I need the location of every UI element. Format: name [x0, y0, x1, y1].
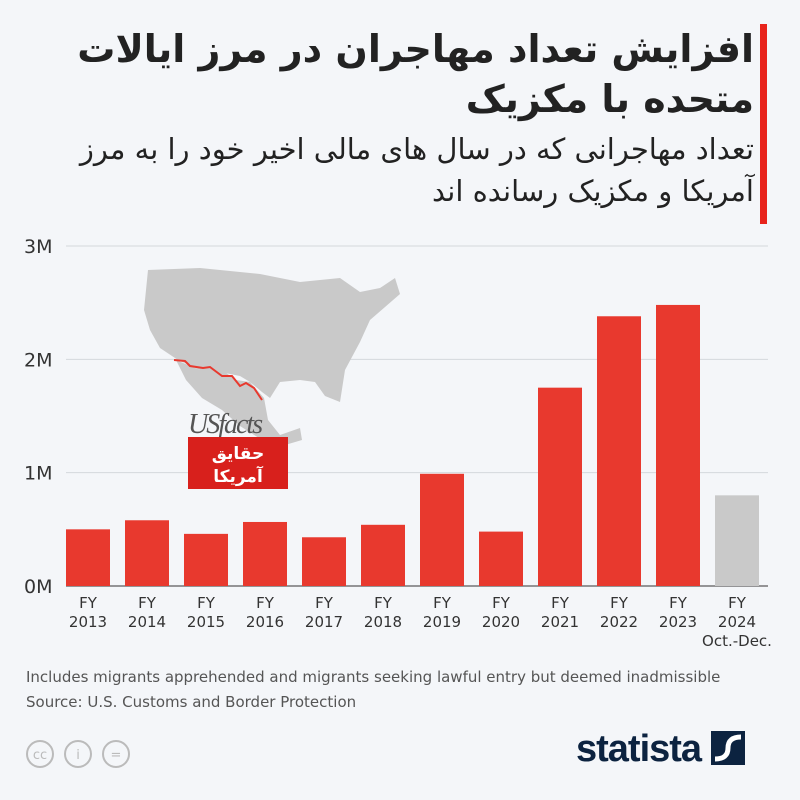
- bar[interactable]: [125, 520, 169, 586]
- statista-mark-icon: [710, 731, 745, 765]
- x-tick-label: FY: [492, 594, 511, 612]
- x-tick-label: FY: [256, 594, 275, 612]
- bar[interactable]: [302, 537, 346, 586]
- x-tick-label: FY: [79, 594, 98, 612]
- y-tick-label: 2M: [24, 349, 52, 371]
- x-tick-label: FY: [610, 594, 629, 612]
- y-tick-label: 0M: [24, 576, 52, 598]
- usfacts-logo: USfacts حقایق آمریکا: [188, 409, 288, 489]
- bar[interactable]: [479, 531, 523, 586]
- x-tick-label: FY: [433, 594, 452, 612]
- footnote: Includes migrants apprehended and migran…: [26, 668, 721, 686]
- x-tick-label: 2017: [305, 613, 343, 631]
- page-subtitle: تعداد مهاجرانی که در سال های مالی اخیر خ…: [79, 132, 754, 208]
- x-tick-label: 2013: [69, 613, 107, 631]
- bar[interactable]: [597, 316, 641, 586]
- x-tick-label: FY: [551, 594, 570, 612]
- x-tick-label: 2016: [246, 613, 284, 631]
- accent-bar: [760, 24, 767, 224]
- svg-text:USfacts: USfacts: [188, 409, 263, 440]
- x-tick-label: 2018: [364, 613, 402, 631]
- bar[interactable]: [715, 495, 759, 586]
- x-tick-label: 2021: [541, 613, 579, 631]
- statista-logo[interactable]: statista: [576, 728, 745, 771]
- y-tick-label: 1M: [24, 463, 52, 485]
- y-tick-label: 3M: [24, 236, 52, 258]
- bar[interactable]: [66, 529, 110, 586]
- x-tick-label: FY: [138, 594, 157, 612]
- attribution-icon[interactable]: i: [64, 740, 92, 768]
- x-tick-label: 2024: [718, 613, 756, 631]
- x-tick-label: 2020: [482, 613, 520, 631]
- x-tick-label: 2022: [600, 613, 638, 631]
- x-tick-label: FY: [728, 594, 747, 612]
- x-tick-label: 2015: [187, 613, 225, 631]
- x-tick-label: 2023: [659, 613, 697, 631]
- svg-text:آمریکا: آمریکا: [213, 465, 264, 487]
- x-tick-label: FY: [315, 594, 334, 612]
- x-tick-label: FY: [669, 594, 688, 612]
- bar[interactable]: [361, 524, 405, 586]
- x-tick-label: 2014: [128, 613, 166, 631]
- x-tick-label: Oct.-Dec.: [702, 632, 772, 650]
- no-derivatives-icon[interactable]: =: [102, 740, 130, 768]
- cc-icon[interactable]: cc: [26, 740, 54, 768]
- source: Source: U.S. Customs and Border Protecti…: [26, 693, 357, 711]
- bar[interactable]: [184, 533, 228, 586]
- x-tick-label: 2019: [423, 613, 461, 631]
- page-title: افزایش تعداد مهاجران در مرز ایالات متحده…: [77, 27, 754, 121]
- us-map: [144, 268, 400, 445]
- bar[interactable]: [420, 473, 464, 586]
- svg-text:حقایق: حقایق: [212, 444, 265, 464]
- x-tick-label: FY: [197, 594, 216, 612]
- bar[interactable]: [243, 521, 287, 586]
- x-tick-label: FY: [374, 594, 393, 612]
- bar[interactable]: [656, 304, 700, 586]
- bar[interactable]: [538, 387, 582, 586]
